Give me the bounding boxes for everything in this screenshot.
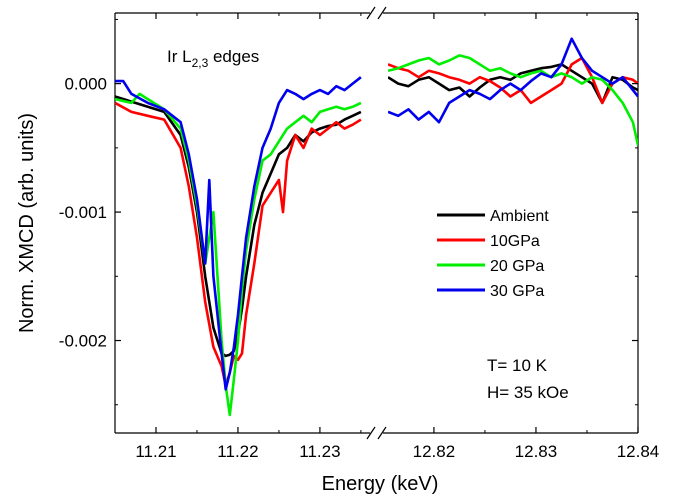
axis-break-mark-bottom-left [366,426,376,440]
axis-break-mark-top-right [377,6,387,20]
axis-break-mark-top-left [366,6,376,20]
left-panel-series [115,76,362,417]
legend: Ambient 10GPa 20 GPa 30 GPa [437,208,549,300]
right-panel-series [388,37,638,146]
y-tick-label: -0.001 [59,203,107,222]
y-tick-label: -0.002 [59,332,107,351]
x-tick-label: 12.82 [413,442,456,461]
temperature-annotation: T= 10 K [487,356,548,375]
y-tick-label: 0.000 [64,75,107,94]
x-tick-label: 11.22 [217,442,258,461]
edge-annotation-subscript: 2,3 [192,56,209,70]
x-tick-label: 12.83 [515,442,558,461]
legend-label-10gpa: 10GPa [490,233,540,250]
y-axis-title: Norm. XMCD (arb. units) [16,113,38,333]
series-line-20-gpa-right [388,54,638,146]
x-tick-label: 12.84 [617,442,660,461]
edge-annotation: Ir L2,3 edges [167,47,259,70]
field-annotation: H= 35 kOe [487,383,569,402]
legend-label-ambient: Ambient [490,208,549,225]
series-line-30-gpa-left [115,76,362,391]
legend-label-30-gpa: 30 GPa [490,283,544,300]
edge-annotation-suffix: edges [208,47,259,66]
series-line-20-gpa-left [115,92,362,417]
series-line-30-gpa-right [388,37,638,124]
series-line-ambient-left [115,95,362,358]
x-axis-title: Energy (keV) [322,473,439,495]
edge-annotation-main: Ir L [167,47,192,66]
axis-break-mark-bottom-right [377,426,387,440]
x-tick-label: 11.23 [299,442,340,461]
axis-ticks: 0.000 -0.001 -0.002 11.21 11.22 11.23 12.82 12.… [59,13,659,461]
x-tick-label: 11.21 [135,442,176,461]
series-line-10gpa-left [115,101,362,387]
legend-label-20-gpa: 20 GPa [490,258,544,275]
series-line-10gpa-right [388,56,638,105]
